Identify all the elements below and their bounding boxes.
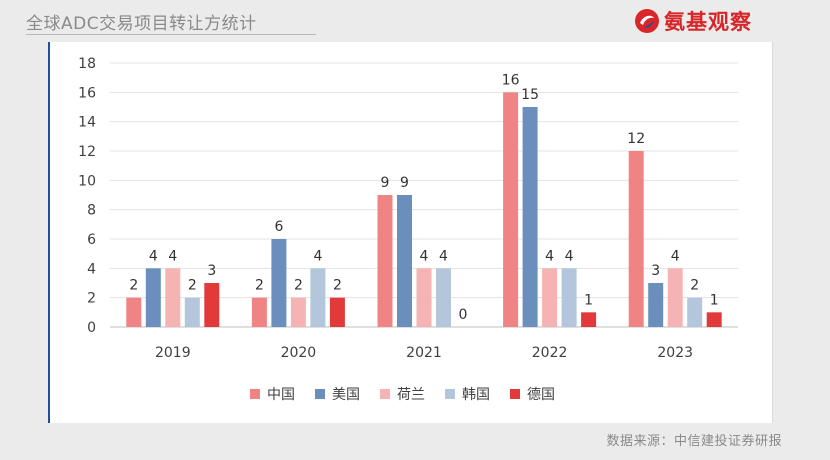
data-label: 2 xyxy=(129,278,138,294)
x-tick-label: 2021 xyxy=(406,345,442,361)
data-label: 12 xyxy=(627,131,645,147)
brand-logo: 氨基观察 xyxy=(634,6,752,36)
legend-swatch xyxy=(445,389,455,399)
x-tick-label: 2022 xyxy=(532,345,568,361)
bar xyxy=(648,283,664,327)
y-tick-label: 12 xyxy=(78,144,96,160)
y-tick-label: 2 xyxy=(87,291,96,307)
bar xyxy=(184,297,200,327)
data-label: 3 xyxy=(207,263,216,279)
data-label: 2 xyxy=(294,278,303,294)
legend-label: 中国 xyxy=(267,387,295,403)
data-label: 4 xyxy=(168,248,177,264)
data-label: 4 xyxy=(439,248,448,264)
legend-label: 韩国 xyxy=(462,387,490,403)
logo-emblem-icon xyxy=(635,9,659,33)
data-label: 1 xyxy=(710,292,719,308)
data-label: 4 xyxy=(565,248,574,264)
data-label: 4 xyxy=(149,248,158,264)
y-tick-label: 6 xyxy=(87,232,96,248)
legend-label: 荷兰 xyxy=(397,387,425,403)
legend-item: 德国 xyxy=(510,387,555,403)
source-note: 数据来源：中信建投证券研报 xyxy=(606,434,782,449)
title-underline xyxy=(26,34,316,35)
legend-item: 韩国 xyxy=(445,387,490,403)
data-label: 0 xyxy=(459,307,468,323)
data-label: 4 xyxy=(545,248,554,264)
bar xyxy=(397,195,412,327)
x-tick-label: 2020 xyxy=(281,345,317,361)
bar xyxy=(706,312,722,327)
legend-item: 中国 xyxy=(250,387,295,403)
y-tick-label: 18 xyxy=(78,56,96,72)
legend-swatch xyxy=(380,389,390,399)
legend-item: 美国 xyxy=(315,387,360,403)
legend-label: 德国 xyxy=(527,387,555,403)
legend-swatch xyxy=(510,389,520,399)
bar xyxy=(204,283,220,327)
y-tick-label: 14 xyxy=(78,115,96,131)
data-label: 9 xyxy=(400,175,409,191)
legend-label: 美国 xyxy=(332,387,360,403)
x-tick-label: 2019 xyxy=(155,345,191,361)
data-label: 2 xyxy=(255,278,264,294)
bar xyxy=(503,92,519,327)
legend: 中国 美国 荷兰 韩国 德国 xyxy=(250,387,555,403)
data-label: 1 xyxy=(584,292,593,308)
y-tick-label: 0 xyxy=(87,320,96,336)
x-tick-label: 2023 xyxy=(657,345,693,361)
bar xyxy=(251,297,267,327)
data-label: 2 xyxy=(333,278,342,294)
data-label: 4 xyxy=(420,248,429,264)
bar xyxy=(436,268,451,327)
bar xyxy=(628,151,644,327)
data-label: 6 xyxy=(274,219,283,235)
y-tick-label: 16 xyxy=(78,85,96,101)
legend-item: 荷兰 xyxy=(380,387,425,403)
bars xyxy=(126,92,722,327)
x-axis-ticks: 2019 2020 2021 2022 2023 xyxy=(155,345,693,361)
bar xyxy=(290,297,306,327)
data-label: 3 xyxy=(651,263,660,279)
data-label: 4 xyxy=(313,248,322,264)
data-label: 16 xyxy=(502,72,520,88)
data-label: 15 xyxy=(521,87,539,103)
bar xyxy=(667,268,683,327)
logo-text: 氨基观察 xyxy=(664,9,752,34)
legend-swatch xyxy=(315,389,325,399)
bar xyxy=(687,297,703,327)
y-tick-label: 10 xyxy=(78,173,96,189)
bar xyxy=(522,107,538,327)
y-tick-label: 4 xyxy=(87,261,96,277)
bar xyxy=(145,268,161,327)
bar xyxy=(329,297,345,327)
data-label: 4 xyxy=(671,248,680,264)
y-axis-ticks: 0 2 4 6 8 10 12 14 16 18 xyxy=(78,56,96,336)
bar xyxy=(310,268,326,327)
page-title: 全球ADC交易项目转让方统计 xyxy=(26,14,257,34)
legend-swatch xyxy=(250,389,260,399)
data-label: 9 xyxy=(381,175,390,191)
bar xyxy=(561,268,577,327)
bar xyxy=(542,268,558,327)
chart-panel: 0 2 4 6 8 10 12 14 16 18 2 4 4 2 3 2 6 2 4 2 9 9 4 4 0 16 15 4 4 1 12… xyxy=(48,42,773,423)
data-label: 2 xyxy=(188,278,197,294)
bar xyxy=(581,312,597,327)
y-tick-label: 8 xyxy=(87,203,96,219)
data-label: 2 xyxy=(690,278,699,294)
bar xyxy=(416,268,432,327)
bar xyxy=(165,268,181,327)
bar xyxy=(377,195,393,327)
bar xyxy=(271,239,287,327)
bar xyxy=(126,297,142,327)
